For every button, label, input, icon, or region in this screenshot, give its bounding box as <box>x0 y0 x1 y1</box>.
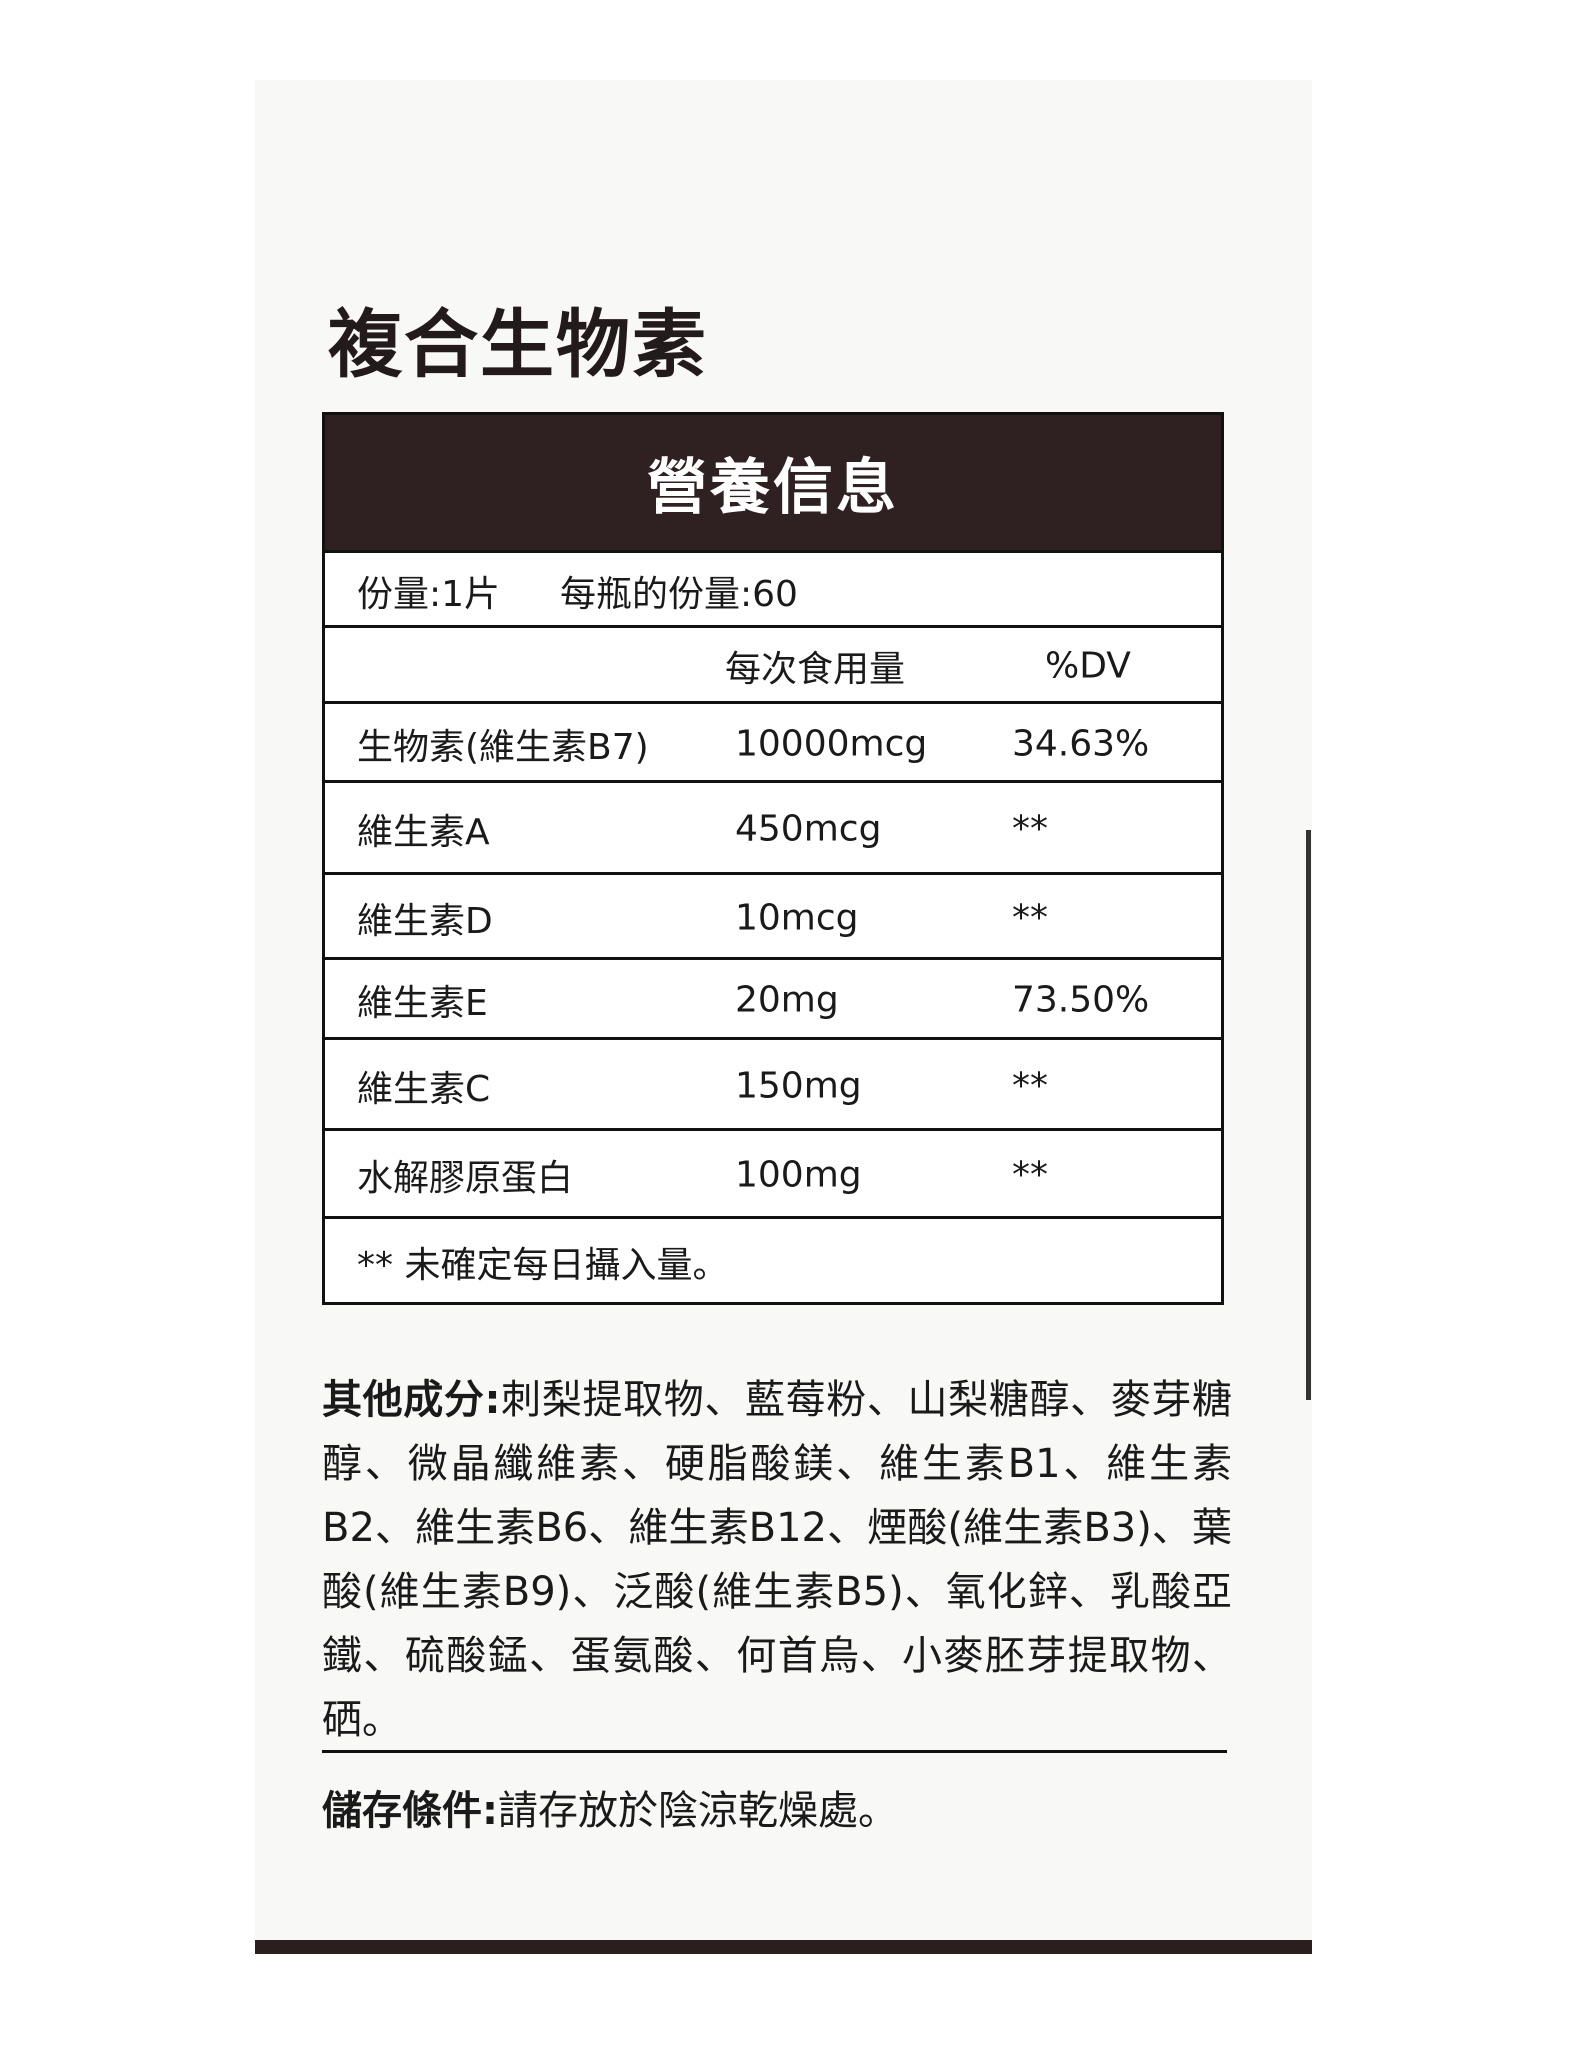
nutrient-name: 維生素A <box>357 812 490 853</box>
nutrient-name: 生物素(維生素B7) <box>357 726 649 768</box>
table-row: 維生素A 450mcg ** <box>325 780 1221 875</box>
footnote-row: ** 未確定每日攝入量。 <box>325 1216 1221 1305</box>
divider <box>322 1750 1227 1753</box>
table-row: 水解膠原蛋白 100mg ** <box>325 1128 1221 1219</box>
footnote: ** 未確定每日攝入量。 <box>357 1245 729 1286</box>
serving-size: 份量:1片 <box>357 573 501 615</box>
nutrient-amount: 100mg <box>735 1154 862 1196</box>
nutrient-name: 水解膠原蛋白 <box>357 1158 574 1199</box>
nutrition-table-heading: 營養信息 <box>325 415 1221 550</box>
table-row: 維生素D 10mcg ** <box>325 872 1221 960</box>
nutrient-dv: 73.50% <box>1012 979 1150 1021</box>
nutrient-dv: ** <box>1012 808 1048 850</box>
storage-conditions: 儲存條件:請存放於陰涼乾燥處。 <box>322 1778 898 1836</box>
nutrient-amount: 450mcg <box>735 808 882 850</box>
storage-label: 儲存條件: <box>322 1788 498 1834</box>
product-title: 複合生物素 <box>328 302 708 388</box>
nutrient-dv: ** <box>1012 1065 1048 1106</box>
table-row: 維生素E 20mg 73.50% <box>325 957 1221 1040</box>
nutrient-amount: 10000mcg <box>735 723 928 764</box>
servings-per-bottle: 每瓶的份量:60 <box>560 573 798 615</box>
nutrient-amount: 150mg <box>735 1065 862 1106</box>
nutrient-amount: 10mcg <box>735 897 859 938</box>
nutrient-dv: ** <box>1012 1154 1048 1196</box>
serving-row: 份量:1片 每瓶的份量:60 <box>325 550 1221 628</box>
column-dv: %DV <box>1045 645 1131 687</box>
package-side-edge <box>1306 830 1311 1400</box>
nutrition-table: 營養信息 份量:1片 每瓶的份量:60 每次食用量 %DV 生物素(維生素B7)… <box>322 412 1224 1305</box>
column-amount: 每次食用量 <box>725 649 906 690</box>
nutrient-name: 維生素D <box>357 900 493 942</box>
column-header-row: 每次食用量 %DV <box>325 625 1221 704</box>
nutrient-name: 維生素C <box>357 1068 491 1110</box>
nutrient-name: 維生素E <box>357 983 488 1024</box>
table-row: 生物素(維生素B7) 10000mcg 34.63% <box>325 701 1221 783</box>
package-bottom-edge <box>255 1940 1312 1954</box>
nutrient-dv: 34.63% <box>1012 723 1150 764</box>
table-row: 維生素C 150mg ** <box>325 1037 1221 1131</box>
other-ingredients: 其他成分:刺梨提取物、藍莓粉、山梨糖醇、麥芽糖醇、微晶纖維素、硬脂酸鎂、維生素B… <box>322 1368 1232 1752</box>
other-ingredients-text: 刺梨提取物、藍莓粉、山梨糖醇、麥芽糖醇、微晶纖維素、硬脂酸鎂、維生素B1、維生素… <box>322 1377 1233 1743</box>
nutrient-amount: 20mg <box>735 979 839 1021</box>
storage-text: 請存放於陰涼乾燥處。 <box>498 1788 898 1834</box>
nutrient-dv: ** <box>1012 897 1048 938</box>
other-ingredients-label: 其他成分: <box>322 1377 501 1423</box>
